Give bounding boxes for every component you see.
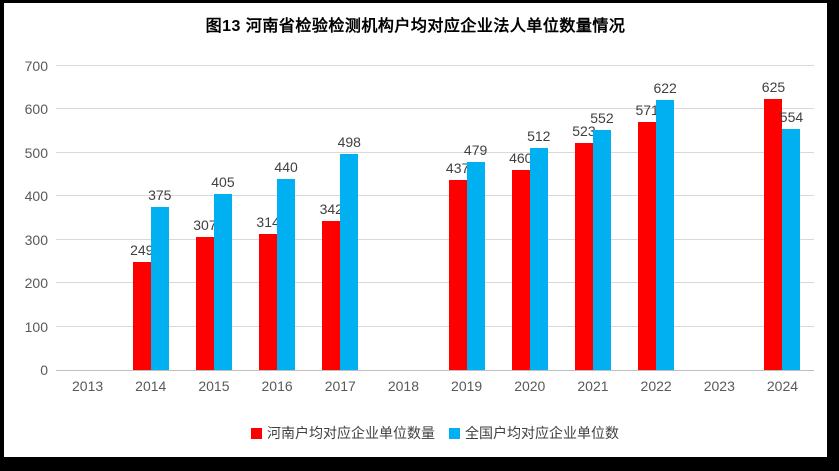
legend-label-national: 全国户均对应企业单位数 [465,425,619,441]
bar-value-label: 479 [463,141,488,158]
bar-全国户均对应企业单位数-2022: 622 [653,80,677,370]
bar-group-2014: 249 375 [119,66,182,370]
y-tick-label-0: 0 [40,362,48,378]
bar-group-2018 [372,66,435,370]
bar-全国户均对应企业单位数-2024: 554 [780,109,803,370]
bar-group-2017: 342 498 [309,66,372,370]
x-axis-label-2015: 2015 [198,378,230,394]
bar-全国户均对应企业单位数-2015: 405 [211,174,235,370]
bar-value-label: 375 [148,187,172,204]
bar-group-2015: 307 405 [182,66,245,370]
bar-value-label: 314 [256,213,280,230]
bar-河南户均对应企业单位数量-2024: 625 [762,79,785,370]
x-axis-label-2022: 2022 [640,378,672,394]
bar-value-label: 622 [653,79,677,96]
x-axis-label-2016: 2016 [261,378,293,394]
x-axis-labels: 2013 2014 2015 2016 2017 2018 2019 2020 2021 2022… [56,378,814,394]
x-axis-label-2019: 2019 [451,378,483,394]
x-axis-label-2018: 2018 [387,378,420,394]
y-tick-label-400: 400 [24,188,48,205]
bar-value-label: 437 [445,160,470,177]
bar-河南户均对应企业单位数量-2016: 314 [256,214,280,370]
bar-全国户均对应企业单位数-2019: 479 [464,142,487,370]
bar-value-label: 342 [319,201,343,218]
y-tick-label-600: 600 [24,101,48,118]
y-tick-label-100: 100 [24,318,48,335]
gridline-700 [56,65,814,66]
bar-value-label: 307 [193,216,217,233]
bar-河南户均对应企业单位数量-2017: 342 [320,201,343,370]
bar-value-label: 405 [211,174,235,191]
plot-area: 0 100 200 300 400 500 600 700 249 375 307 405 314 44… [25,58,814,378]
y-tick-label-200: 200 [24,275,48,292]
gridline-500 [56,151,814,153]
bar-value-label: 523 [572,122,596,139]
bar-value-label: 460 [509,150,533,167]
chart-title: 图13 河南省检验检测机构户均对应企业法人单位数量情况 [205,18,626,35]
bar-河南户均对应企业单位数量-2019: 437 [446,160,469,370]
x-axis-label-2014: 2014 [135,378,167,394]
gridline-100 [56,325,814,327]
y-tick-label-500: 500 [24,144,48,161]
gridline-600 [56,108,814,110]
legend-swatch-henan [251,427,262,439]
x-axis-label-2021: 2021 [577,378,609,394]
bar-全国户均对应企业单位数-2014: 375 [148,187,171,370]
x-axis-label-2020: 2020 [514,378,546,394]
legend: 河南户均对应企业单位数量 全国户均对应企业单位数 [56,423,814,443]
legend-item-henan: 河南户均对应企业单位数量 [251,423,435,443]
bar-value-label: 249 [130,241,154,258]
bar-group-2024: 625 554 [751,66,814,370]
legend-label-henan: 河南户均对应企业单位数量 [267,425,435,441]
bars-layer: 249 375 307 405 314 440 342 498 437 479 460 512 523 5… [56,66,814,370]
x-axis-label-2013: 2013 [72,378,104,394]
legend-swatch-national [449,427,460,439]
bar-group-2016: 314 440 [246,66,309,370]
x-axis-label-2023: 2023 [703,378,735,394]
bar-group-2020: 460 512 [498,66,561,370]
bar-河南户均对应企业单位数量-2021: 523 [572,123,596,370]
bar-value-label: 625 [761,78,786,95]
bar-河南户均对应企业单位数量-2014: 249 [130,242,153,370]
bar-全国户均对应企业单位数-2017: 498 [338,134,361,370]
y-tick-label-300: 300 [24,231,48,248]
bar-value-label: 552 [590,110,614,127]
x-axis-label-2017: 2017 [324,378,356,394]
gridline-300 [56,238,814,240]
bar-全国户均对应企业单位数-2016: 440 [274,159,298,370]
bar-group-2022: 571 622 [625,66,688,370]
gridline-200 [56,282,814,284]
bar-全国户均对应企业单位数-2021: 552 [590,110,614,370]
bar-value-label: 554 [779,109,804,126]
gridline-400 [56,195,814,197]
bar-group-2019: 437 479 [435,66,498,370]
legend-item-national: 全国户均对应企业单位数 [449,423,619,443]
bar-河南户均对应企业单位数量-2020: 460 [509,150,532,370]
bar-value-label: 571 [635,102,659,119]
bar-value-label: 498 [337,133,361,150]
bar-value-label: 440 [274,158,298,175]
bar-group-2013 [56,66,119,370]
bar-河南户均对应企业单位数量-2015: 307 [193,217,217,370]
bar-河南户均对应企业单位数量-2022: 571 [635,102,659,370]
bar-group-2021: 523 552 [561,66,624,370]
x-axis-label-2024: 2024 [766,378,799,394]
bar-value-label: 512 [527,127,551,144]
bar-group-2023 [688,66,751,370]
y-tick-label-700: 700 [24,58,48,74]
bar-全国户均对应企业单位数-2020: 512 [527,128,550,370]
